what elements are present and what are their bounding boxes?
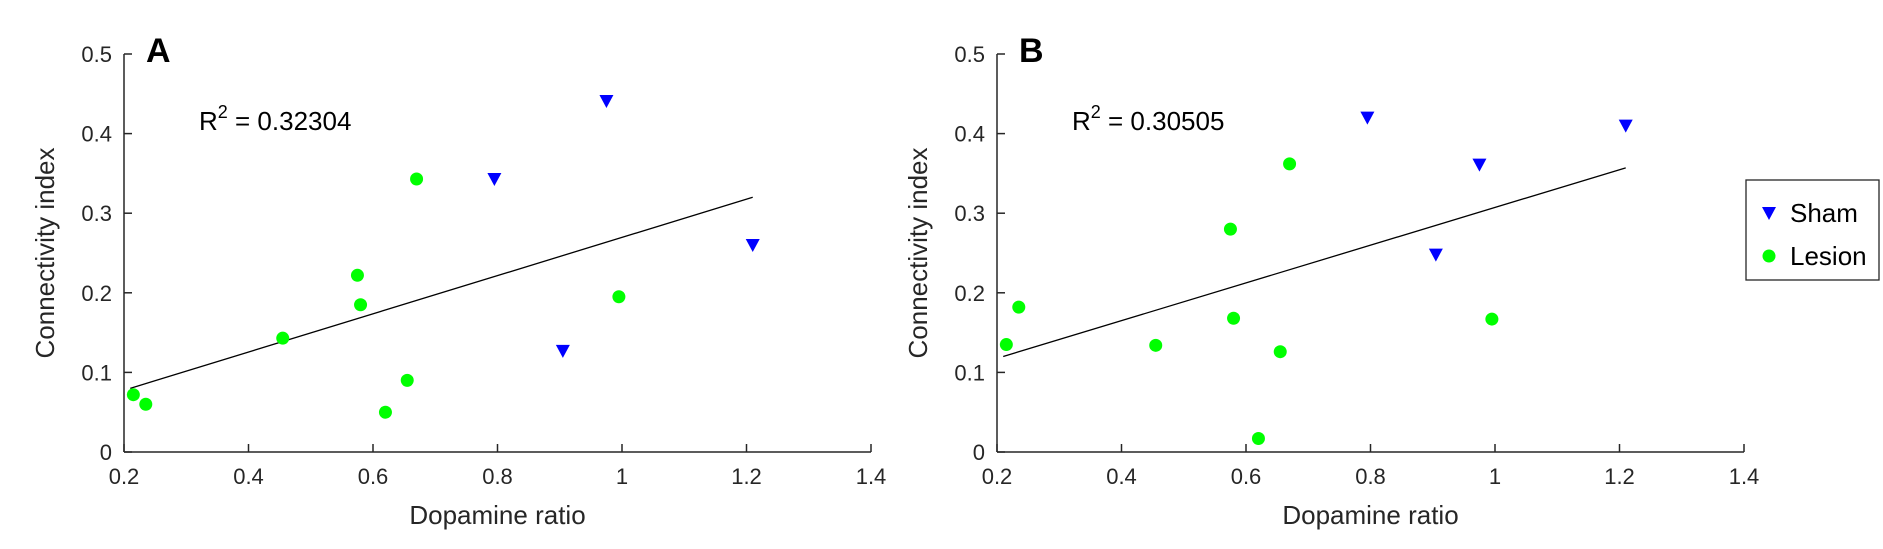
legend-box (1745, 179, 1880, 281)
chart-b-lesion-point (1251, 431, 1265, 445)
legend-sham-marker (1762, 207, 1776, 220)
chart-b-lesion-point (1273, 345, 1287, 359)
chart-a-lesion-point (378, 405, 392, 419)
chart-b-y-tick-label: 0.1 (954, 360, 985, 385)
chart-b-sham-point (1428, 248, 1443, 262)
chart-a-sham-point (487, 172, 502, 186)
chart-a-r2-label: R (199, 106, 218, 136)
chart-b-lesion-point (1012, 300, 1026, 314)
panel-b: 0.2 0.4 0.6 0.8 1 1.2 1.4 0 0.1 0.2 0.3 0.4 0.5 Dopam… (903, 32, 1759, 530)
chart-a-lesion-point (276, 331, 290, 345)
chart-a-panel-label: A (146, 32, 171, 70)
legend-label-sham: Sham (1790, 198, 1858, 228)
chart-b-y-axis-label: Connectivity index (903, 148, 933, 359)
chart-a-lesion-point (612, 290, 626, 304)
legend-lesion-marker (1762, 249, 1776, 263)
chart-a-lesion-point (410, 172, 424, 186)
chart-a-y-tick-label: 0.1 (81, 360, 112, 385)
chart-b-sham-point (1618, 119, 1633, 133)
chart-b-y-tick-label: 0.2 (954, 281, 985, 306)
chart-a-lesion-point (126, 388, 140, 402)
legend-label-lesion: Lesion (1790, 241, 1867, 271)
chart-b-sham-point (1360, 111, 1375, 125)
chart-b-x-tick-label: 0.2 (982, 464, 1013, 489)
chart-b-x-tick-label: 0.6 (1231, 464, 1262, 489)
chart-a-r2-value: = 0.32304 (228, 106, 352, 136)
chart-a-y-tick-label: 0.5 (81, 42, 112, 67)
chart-b-fit-line (1003, 167, 1626, 358)
chart-b-panel-label: B (1019, 32, 1044, 70)
chart-b-x-axis-label: Dopamine ratio (1282, 500, 1458, 530)
chart-b-lesion-point (1485, 312, 1499, 326)
chart-b-y-tick-label: 0.5 (954, 42, 985, 67)
chart-b-x-tick-label: 1.4 (1729, 464, 1760, 489)
chart-a-sham-point (555, 344, 570, 358)
chart-b-x-tick-label: 0.8 (1355, 464, 1386, 489)
chart-b-r2-sup: 2 (1091, 102, 1101, 122)
chart-b-lesion-point (1283, 157, 1297, 171)
chart-a-y-tick-label: 0.4 (81, 122, 112, 147)
chart-a-sham-point (745, 239, 760, 253)
chart-b-r2-label: R (1072, 106, 1091, 136)
chart-b-lesion-point (999, 338, 1013, 352)
chart-b-lesion-point (1149, 338, 1163, 352)
chart-b-y-tick-label: 0 (973, 440, 985, 465)
chart-a-r2-sup: 2 (218, 102, 228, 122)
panel-a: 0.2 0.4 0.6 0.8 1 1.2 1.4 0 0.1 0.2 0.3 0.4 0.5 Dopam… (30, 32, 886, 530)
chart-b-y-tick-label: 0.4 (954, 122, 985, 147)
chart-a-lesion-point (354, 298, 368, 312)
chart-b-r2-annotation: R2 = 0.30505 (1072, 102, 1224, 136)
chart-b-r2-value: = 0.30505 (1101, 106, 1225, 136)
chart-a-x-tick-label: 1 (616, 464, 628, 489)
chart-a-x-axis-label: Dopamine ratio (409, 500, 585, 530)
chart-a-x-tick-label: 0.8 (482, 464, 513, 489)
legend: Sham Lesion (1745, 179, 1880, 281)
chart-a-x-tick-label: 1.2 (731, 464, 762, 489)
chart-a-sham-point (599, 94, 614, 108)
chart-a-lesion-point (400, 373, 414, 387)
chart-b-x-tick-label: 1.2 (1604, 464, 1635, 489)
chart-a-x-tick-label: 0.2 (109, 464, 140, 489)
chart-b-y-tick-label: 0.3 (954, 201, 985, 226)
chart-a-y-tick-label: 0.3 (81, 201, 112, 226)
chart-a-y-axis-label: Connectivity index (30, 148, 60, 359)
chart-a-fit-line (130, 196, 753, 389)
chart-a-x-tick-label: 1.4 (856, 464, 887, 489)
chart-a-r2-annotation: R2 = 0.32304 (199, 102, 351, 136)
chart-a-x-tick-label: 0.6 (358, 464, 389, 489)
chart-b-lesion-point (1227, 311, 1241, 325)
chart-a-y-tick-label: 0.2 (81, 281, 112, 306)
chart-b-lesion-point (1223, 222, 1237, 236)
chart-b-x-tick-label: 1 (1489, 464, 1501, 489)
chart-b-x-tick-label: 0.4 (1106, 464, 1137, 489)
chart-a-lesion-point (350, 268, 364, 282)
chart-a-y-tick-label: 0 (100, 440, 112, 465)
chart-a-x-tick-label: 0.4 (233, 464, 264, 489)
chart-b-sham-point (1472, 158, 1487, 172)
chart-a-lesion-point (139, 397, 153, 411)
